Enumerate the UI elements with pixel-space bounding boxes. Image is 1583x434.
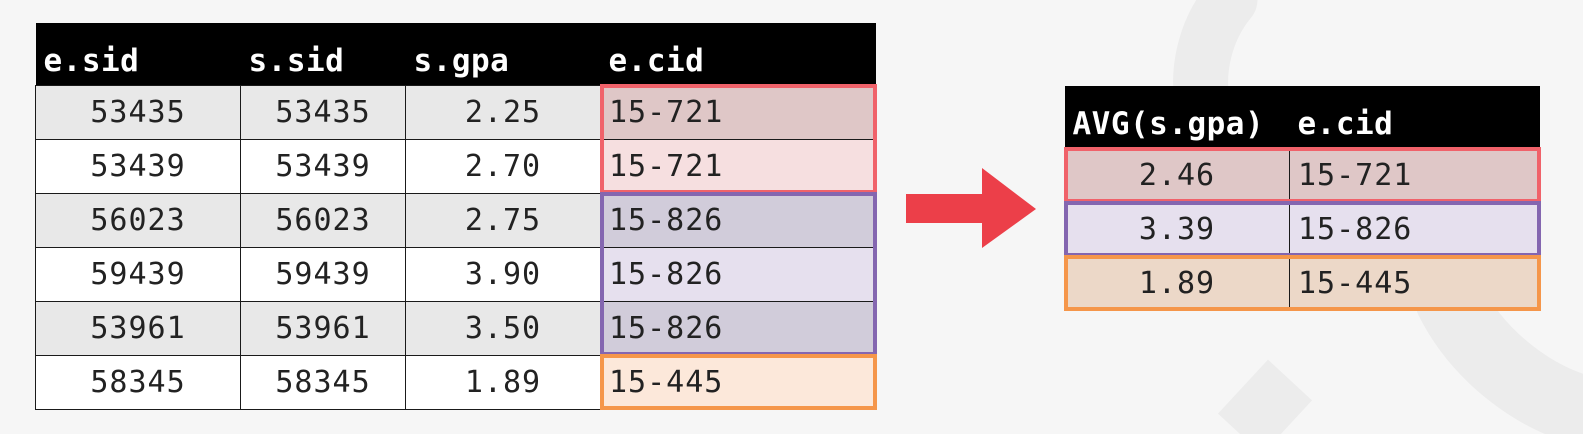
header-avg-gpa: AVG(s.gpa) bbox=[1064, 86, 1290, 148]
header-s-sid: s.sid bbox=[240, 23, 406, 85]
table-row: 53435 53435 2.25 15-721 bbox=[35, 84, 876, 140]
table-row: 58345 58345 1.89 15-445 bbox=[35, 354, 876, 410]
s-gpa-cell: 2.70 bbox=[405, 138, 601, 194]
output-header-row: AVG(s.gpa) e.cid bbox=[1064, 86, 1540, 148]
table-row: 53439 53439 2.70 15-721 bbox=[35, 138, 876, 194]
input-table-body: 53435 53435 2.25 15-721 53439 53439 2.70… bbox=[35, 84, 876, 410]
e-cid-cell: 15-445 bbox=[1289, 255, 1540, 311]
avg-gpa-cell: 3.39 bbox=[1064, 201, 1290, 257]
e-sid-cell: 59439 bbox=[35, 246, 241, 302]
e-cid-cell: 15-826 bbox=[600, 300, 876, 356]
e-sid-cell: 58345 bbox=[35, 354, 241, 410]
e-cid-cell: 15-445 bbox=[600, 354, 876, 410]
header-e-sid: e.sid bbox=[35, 23, 241, 85]
s-gpa-cell: 3.90 bbox=[405, 246, 601, 302]
output-table-body: 2.46 15-721 3.39 15-826 1.89 15-445 bbox=[1064, 147, 1540, 311]
s-gpa-cell: 2.25 bbox=[405, 84, 601, 140]
e-sid-cell: 53439 bbox=[35, 138, 241, 194]
s-sid-cell: 53435 bbox=[240, 84, 406, 140]
s-sid-cell: 53439 bbox=[240, 138, 406, 194]
table-row: 53961 53961 3.50 15-826 bbox=[35, 300, 876, 356]
e-cid-cell: 15-826 bbox=[1289, 201, 1540, 257]
e-cid-cell: 15-826 bbox=[600, 192, 876, 248]
header-s-gpa: s.gpa bbox=[405, 23, 601, 85]
table-row: 1.89 15-445 bbox=[1064, 255, 1540, 311]
right-arrow-icon bbox=[906, 168, 1036, 248]
input-table: e.sid s.sid s.gpa e.cid 53435 53435 2.25… bbox=[35, 23, 876, 410]
input-header-row: e.sid s.sid s.gpa e.cid bbox=[35, 23, 876, 85]
s-gpa-cell: 3.50 bbox=[405, 300, 601, 356]
s-gpa-cell: 2.75 bbox=[405, 192, 601, 248]
header-e-cid: e.cid bbox=[1289, 86, 1540, 148]
avg-gpa-cell: 2.46 bbox=[1064, 147, 1290, 203]
s-sid-cell: 59439 bbox=[240, 246, 406, 302]
output-table: AVG(s.gpa) e.cid 2.46 15-721 3.39 15-826… bbox=[1064, 86, 1540, 311]
table-row: 56023 56023 2.75 15-826 bbox=[35, 192, 876, 248]
header-e-cid: e.cid bbox=[600, 23, 876, 85]
table-row: 2.46 15-721 bbox=[1064, 147, 1540, 203]
table-row: 3.39 15-826 bbox=[1064, 201, 1540, 257]
avg-gpa-cell: 1.89 bbox=[1064, 255, 1290, 311]
table-row: 59439 59439 3.90 15-826 bbox=[35, 246, 876, 302]
s-sid-cell: 53961 bbox=[240, 300, 406, 356]
s-gpa-cell: 1.89 bbox=[405, 354, 601, 410]
e-cid-cell: 15-721 bbox=[600, 84, 876, 140]
e-cid-cell: 15-721 bbox=[600, 138, 876, 194]
e-sid-cell: 53961 bbox=[35, 300, 241, 356]
e-sid-cell: 56023 bbox=[35, 192, 241, 248]
e-cid-cell: 15-826 bbox=[600, 246, 876, 302]
s-sid-cell: 56023 bbox=[240, 192, 406, 248]
e-sid-cell: 53435 bbox=[35, 84, 241, 140]
s-sid-cell: 58345 bbox=[240, 354, 406, 410]
e-cid-cell: 15-721 bbox=[1289, 147, 1540, 203]
